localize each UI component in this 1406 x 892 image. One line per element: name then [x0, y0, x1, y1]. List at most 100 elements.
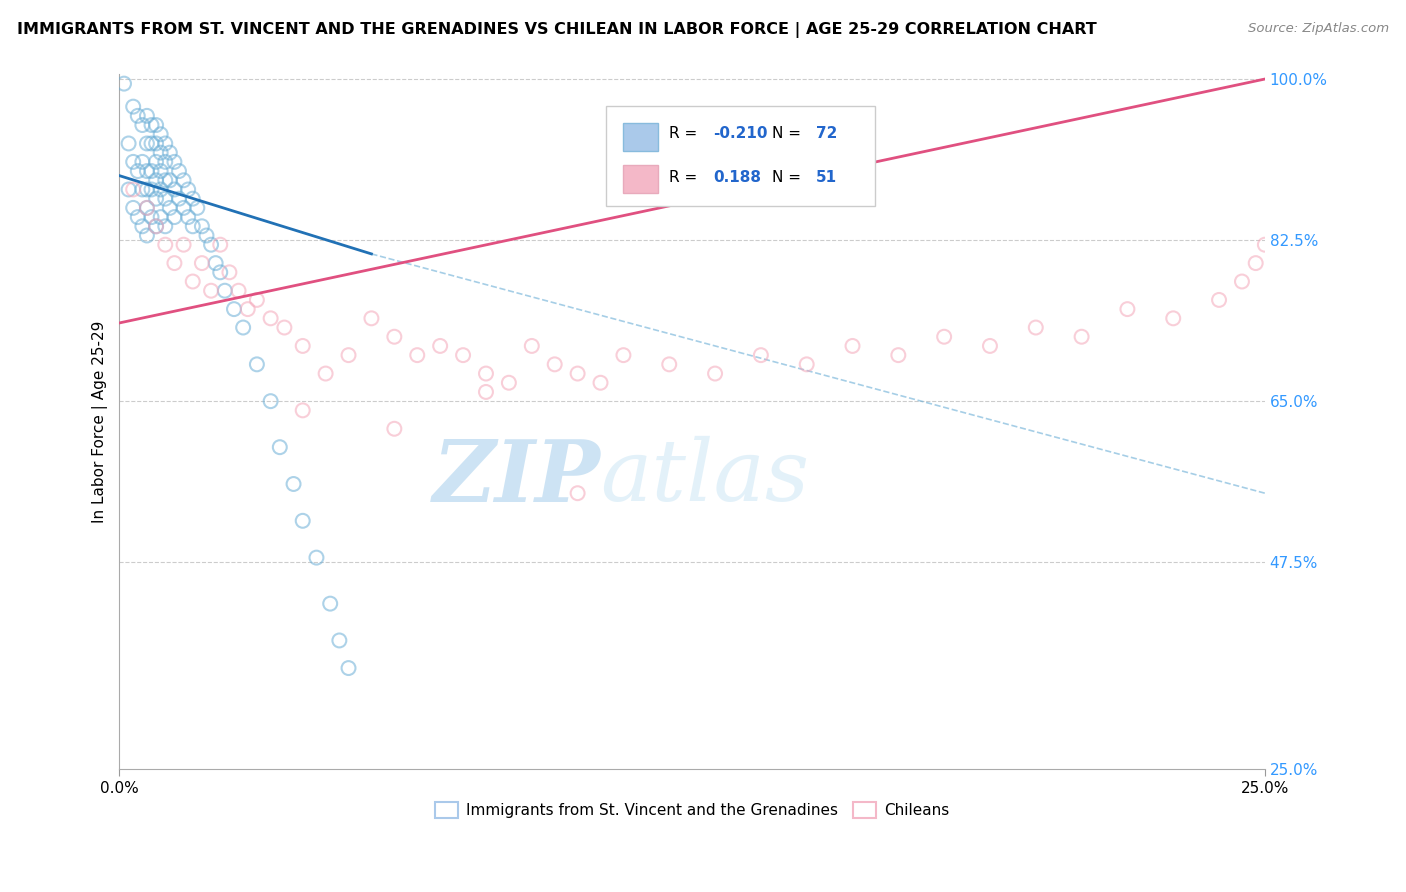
- Point: [136, 109, 159, 123]
- Point: [186, 201, 208, 215]
- Point: [145, 219, 167, 234]
- Point: [145, 192, 167, 206]
- Point: [155, 173, 177, 187]
- Point: [567, 486, 589, 500]
- Point: [337, 348, 360, 362]
- Point: [149, 182, 172, 196]
- Point: [149, 210, 172, 224]
- Point: [291, 403, 314, 417]
- Point: [145, 118, 167, 132]
- Point: [228, 284, 250, 298]
- Point: [177, 182, 200, 196]
- Point: [200, 237, 222, 252]
- Text: 72: 72: [815, 127, 837, 141]
- Point: [149, 164, 172, 178]
- Point: [136, 182, 159, 196]
- Point: [167, 164, 190, 178]
- Point: [204, 256, 226, 270]
- Point: [155, 154, 177, 169]
- Point: [181, 275, 204, 289]
- Text: ZIP: ZIP: [433, 435, 600, 519]
- Point: [127, 109, 149, 123]
- Point: [141, 210, 163, 224]
- Point: [181, 219, 204, 234]
- Point: [163, 154, 186, 169]
- Point: [173, 201, 195, 215]
- Point: [112, 77, 135, 91]
- Point: [131, 154, 153, 169]
- Point: [704, 367, 727, 381]
- Point: [567, 367, 589, 381]
- Point: [173, 173, 195, 187]
- Point: [163, 182, 186, 196]
- Text: 51: 51: [815, 170, 837, 186]
- Point: [589, 376, 612, 390]
- Text: IMMIGRANTS FROM ST. VINCENT AND THE GRENADINES VS CHILEAN IN LABOR FORCE | AGE 2: IMMIGRANTS FROM ST. VINCENT AND THE GREN…: [17, 22, 1097, 38]
- Point: [209, 237, 232, 252]
- Text: Source: ZipAtlas.com: Source: ZipAtlas.com: [1249, 22, 1389, 36]
- Point: [127, 164, 149, 178]
- Point: [155, 237, 177, 252]
- Text: N =: N =: [772, 170, 806, 186]
- Point: [177, 210, 200, 224]
- Point: [475, 367, 498, 381]
- Point: [145, 136, 167, 151]
- Point: [269, 440, 291, 454]
- Point: [149, 145, 172, 160]
- Bar: [623, 123, 658, 151]
- Point: [749, 348, 772, 362]
- Point: [218, 265, 240, 279]
- Text: atlas: atlas: [600, 436, 810, 519]
- Point: [117, 182, 139, 196]
- Text: R =: R =: [669, 127, 703, 141]
- Point: [163, 210, 186, 224]
- Point: [191, 256, 214, 270]
- Point: [382, 422, 405, 436]
- Text: 0.188: 0.188: [713, 170, 761, 186]
- Point: [149, 128, 172, 142]
- Point: [328, 633, 350, 648]
- Bar: [623, 165, 658, 193]
- Point: [246, 293, 269, 307]
- Point: [291, 339, 314, 353]
- Point: [122, 182, 145, 196]
- Point: [214, 284, 236, 298]
- Point: [382, 330, 405, 344]
- Point: [163, 256, 186, 270]
- Point: [283, 477, 305, 491]
- Point: [315, 367, 337, 381]
- Point: [1116, 302, 1139, 317]
- Point: [222, 302, 245, 317]
- Point: [841, 339, 863, 353]
- Point: [136, 164, 159, 178]
- Point: [159, 173, 181, 187]
- Point: [122, 100, 145, 114]
- Point: [232, 320, 254, 334]
- Point: [200, 284, 222, 298]
- Point: [155, 136, 177, 151]
- Point: [191, 219, 214, 234]
- Point: [360, 311, 382, 326]
- Point: [612, 348, 634, 362]
- Point: [141, 136, 163, 151]
- Point: [451, 348, 474, 362]
- Point: [122, 154, 145, 169]
- Point: [145, 173, 167, 187]
- Point: [1254, 237, 1277, 252]
- Text: -0.210: -0.210: [713, 127, 768, 141]
- Legend: Immigrants from St. Vincent and the Grenadines, Chileans: Immigrants from St. Vincent and the Gren…: [429, 796, 955, 824]
- Point: [236, 302, 259, 317]
- Point: [475, 384, 498, 399]
- Point: [291, 514, 314, 528]
- Point: [173, 237, 195, 252]
- Y-axis label: In Labor Force | Age 25-29: In Labor Force | Age 25-29: [93, 321, 108, 523]
- Point: [337, 661, 360, 675]
- Point: [141, 118, 163, 132]
- Point: [934, 330, 956, 344]
- Point: [259, 311, 281, 326]
- Text: N =: N =: [772, 127, 806, 141]
- Point: [1244, 256, 1267, 270]
- Point: [136, 201, 159, 215]
- Point: [122, 201, 145, 215]
- Point: [1230, 275, 1253, 289]
